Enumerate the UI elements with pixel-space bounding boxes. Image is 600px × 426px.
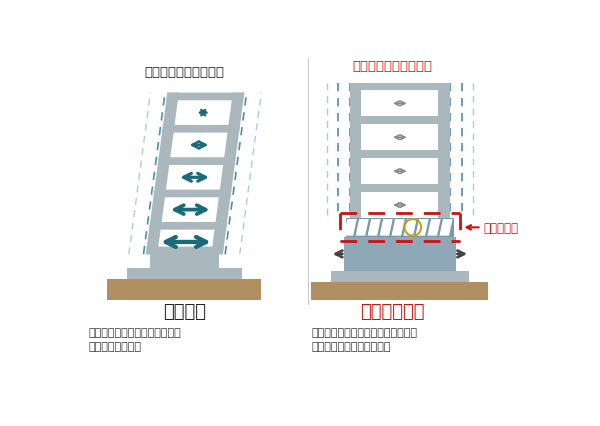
Text: 上階ほど激しく揺れる: 上階ほど激しく揺れる: [145, 66, 224, 79]
Text: 全体がゆっくり揺れる: 全体がゆっくり揺れる: [352, 60, 432, 73]
Polygon shape: [380, 219, 393, 236]
Text: 中間免震層: 中間免震層: [483, 222, 518, 234]
Bar: [127, 268, 242, 279]
Bar: [439, 83, 450, 219]
Bar: [346, 219, 454, 237]
Polygon shape: [368, 219, 381, 236]
Text: 建物の被害はもとより、室内の物品
転倒の被害も抑制できる。: 建物の被害はもとより、室内の物品 転倒の被害も抑制できる。: [311, 327, 418, 351]
Polygon shape: [344, 219, 357, 236]
Polygon shape: [166, 93, 244, 101]
Text: 耐震構造: 耐震構造: [163, 302, 206, 320]
Bar: [107, 279, 262, 301]
Bar: [350, 83, 361, 219]
Bar: [350, 185, 450, 193]
Bar: [350, 117, 450, 125]
Polygon shape: [162, 126, 240, 133]
Text: 大地震時には建物は変形し被害
が発生しやすい。: 大地震時には建物は変形し被害 が発生しやすい。: [88, 327, 181, 351]
Polygon shape: [149, 222, 227, 230]
Polygon shape: [427, 219, 440, 236]
Polygon shape: [415, 219, 428, 236]
Bar: [350, 219, 450, 226]
Polygon shape: [392, 219, 404, 236]
Bar: [149, 255, 219, 268]
Polygon shape: [211, 93, 244, 255]
Polygon shape: [154, 190, 232, 198]
Polygon shape: [146, 247, 224, 255]
Polygon shape: [158, 158, 236, 166]
Bar: [350, 83, 450, 91]
Bar: [344, 237, 456, 272]
Text: 中間免震構造: 中間免震構造: [360, 302, 424, 320]
Polygon shape: [146, 93, 179, 255]
Polygon shape: [439, 219, 452, 236]
Bar: [311, 282, 488, 301]
Polygon shape: [403, 219, 416, 236]
Bar: [331, 272, 469, 282]
Bar: [350, 151, 450, 158]
Polygon shape: [356, 219, 369, 236]
